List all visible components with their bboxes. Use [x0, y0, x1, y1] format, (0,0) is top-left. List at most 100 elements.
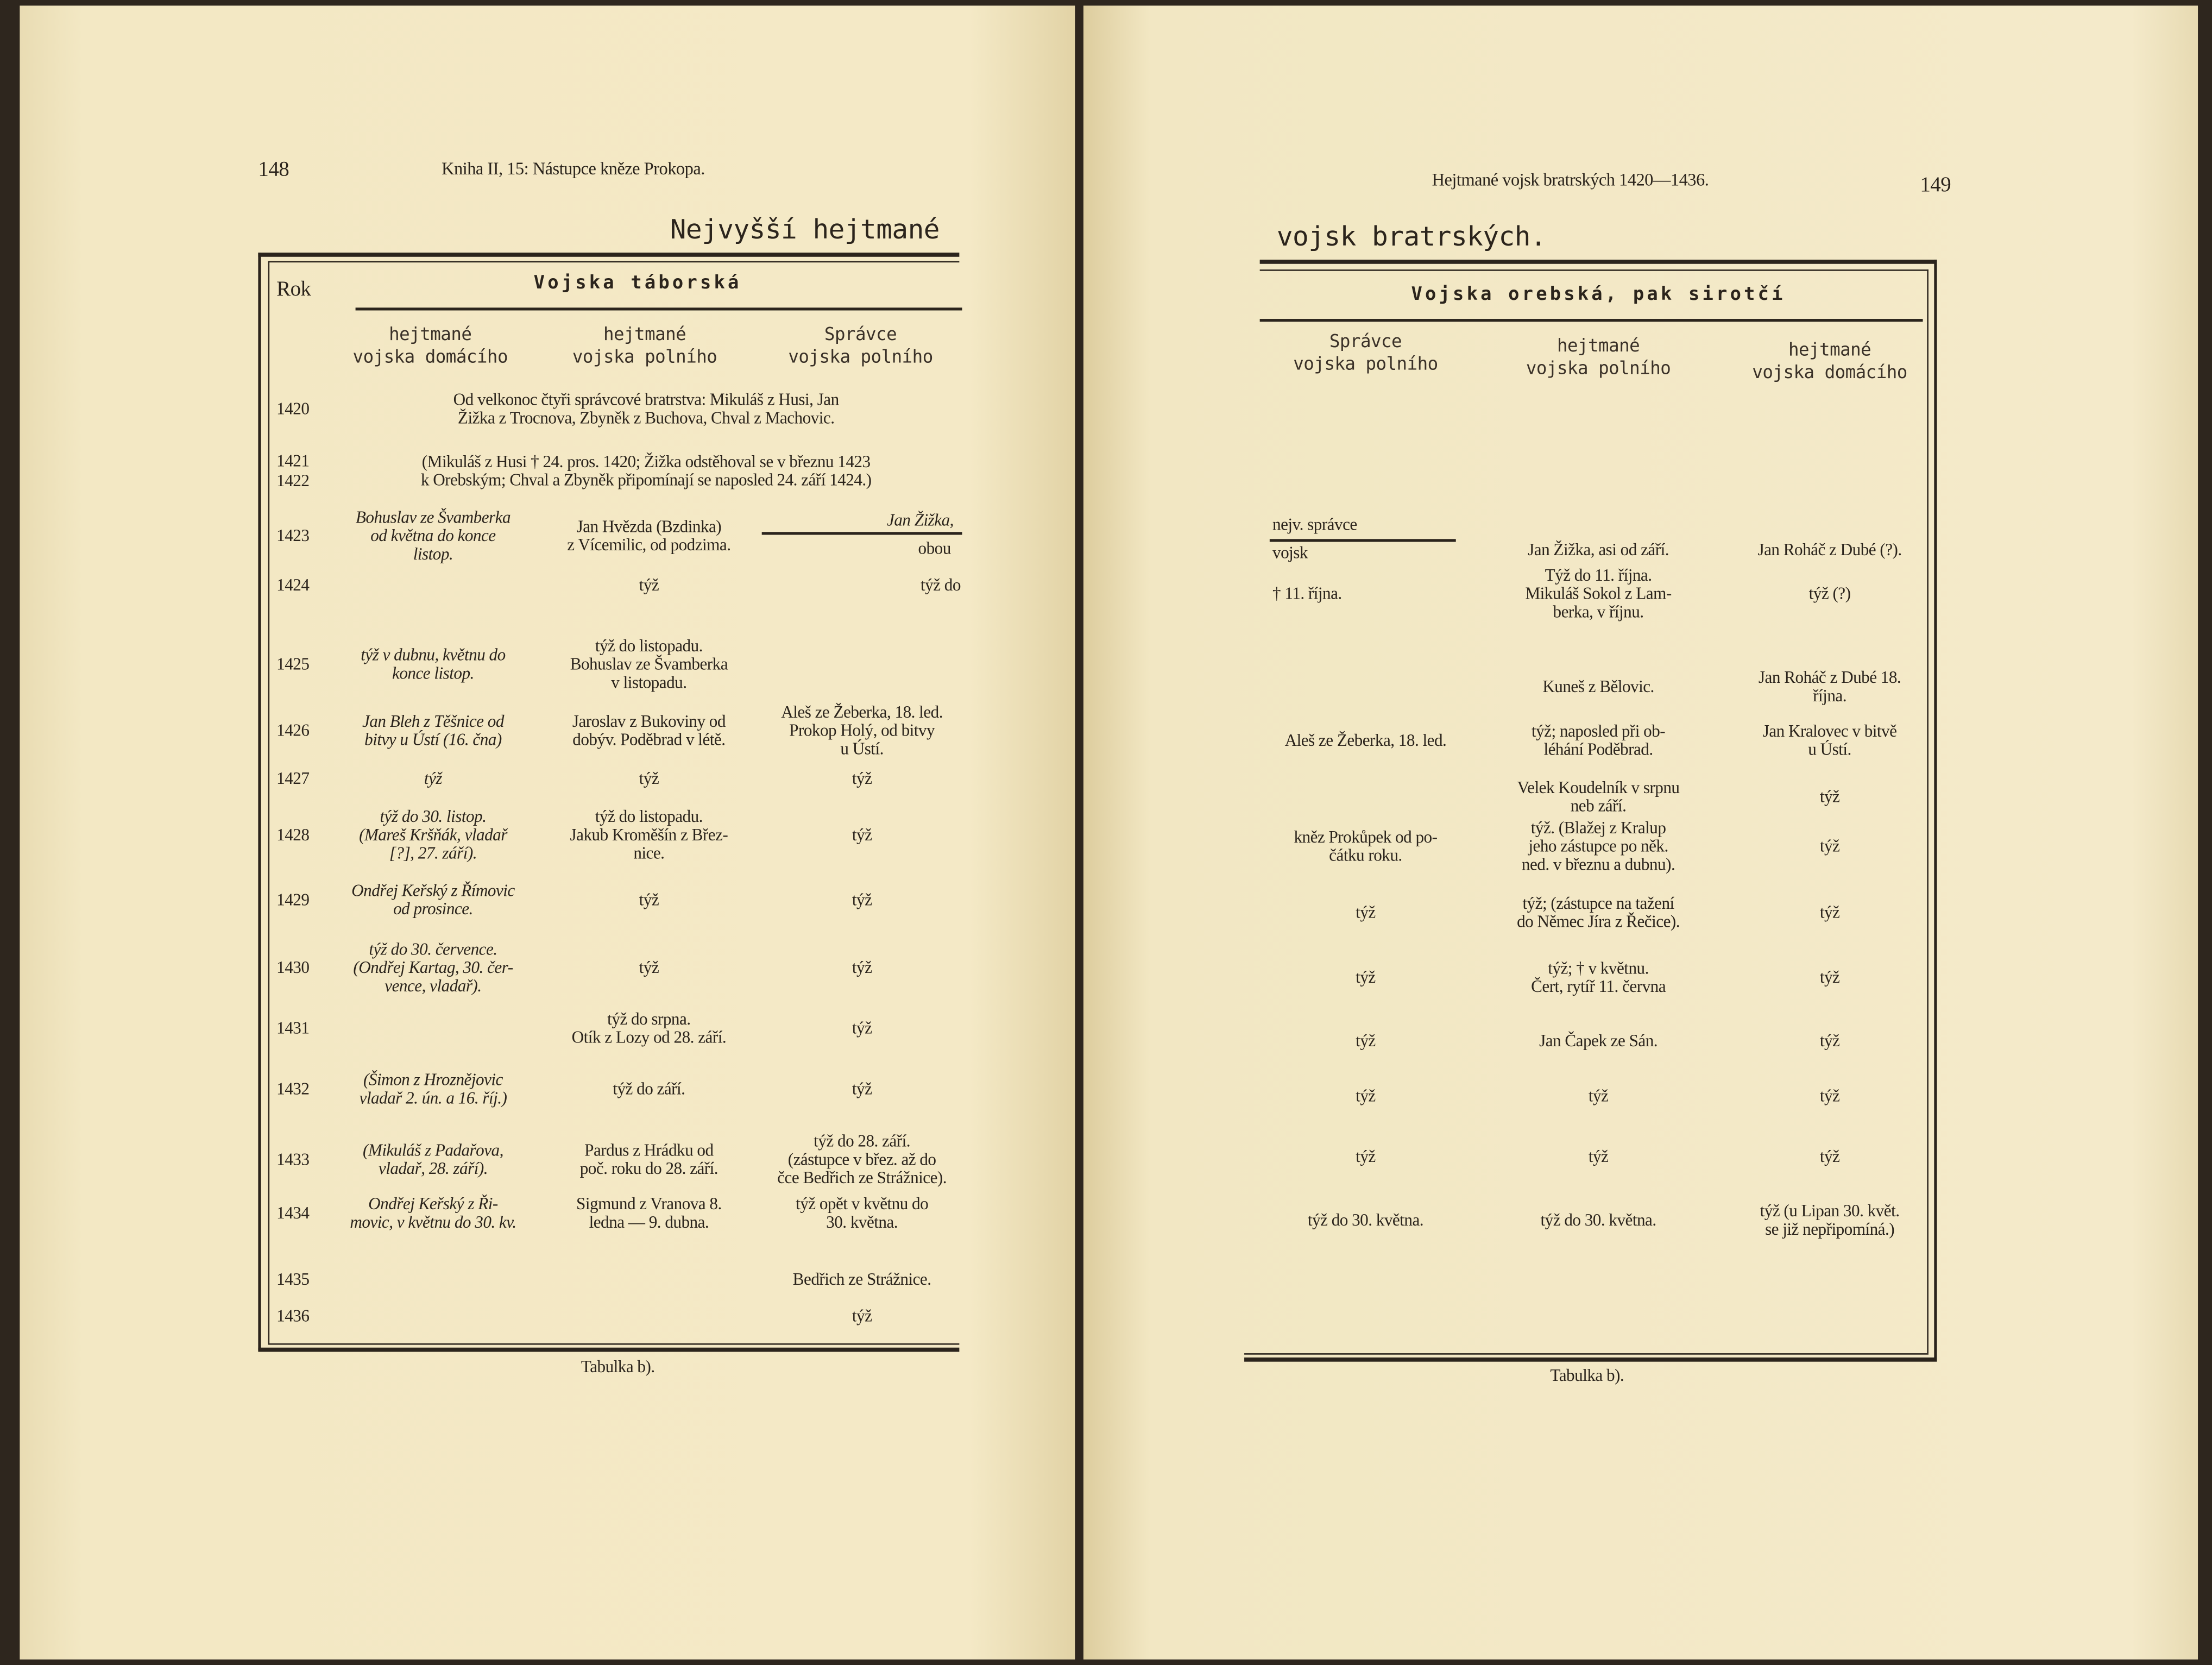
group-heading-right: Vojska orebská, pak sirotčí [1411, 284, 1786, 306]
cell-field-captain: týž do srpna. Otík z Lozy od 28. září. [571, 1009, 727, 1047]
table-bottom-rule [258, 1347, 960, 1352]
cell-field-captain: týž do listopadu. Bohuslav ze Švamberka … [570, 636, 728, 693]
title-left: Nejvyšší hejtmané [670, 214, 940, 246]
cell-domestic-captain: týž v dubnu, květnu do konce listop. [361, 645, 506, 683]
year-cell: 1435 [276, 1269, 310, 1289]
table-right-rule [1934, 259, 1937, 1361]
cell-field-administrator: † 11. října. [1272, 583, 1342, 604]
table-top-rule [258, 252, 960, 257]
cell-field-administrator: týž [852, 1078, 872, 1099]
cell-domestic-captain: týž [1819, 787, 1840, 807]
cell-domestic-captain: Ondřej Keřský z Římovic od prosince. [351, 880, 515, 919]
cell-field-administrator: týž [852, 889, 872, 910]
cell-field-captain: týž [1588, 1146, 1609, 1166]
column-header: Správce vojska polního [1293, 330, 1438, 374]
cell-domestic-captain: Bohuslav ze Švamberka od května do konce… [355, 507, 511, 564]
cell-field-administrator: týž do 30. května. [1307, 1210, 1424, 1230]
year-cell: 1430 [276, 957, 310, 977]
column-header: hejtmané vojska polního [572, 323, 717, 367]
spanning-cell: (Mikuláš z Husi † 24. pros. 1420; Žižka … [420, 451, 872, 490]
cell-field-captain: Týž do 11. října. Mikuláš Sokol z Lam- b… [1525, 565, 1672, 622]
title-right: vojsk bratrských. [1276, 221, 1547, 253]
cell-domestic-captain: týž [1819, 1146, 1840, 1166]
cell-field-administrator: týž [852, 957, 872, 977]
cell-field-administrator: týž do 28. září. (zástupce v břez. až do… [777, 1130, 947, 1188]
page-number-right: 149 [1920, 174, 1951, 197]
cell-field-administrator: Jan Žižka, [886, 510, 954, 530]
cell-field-administrator: kněz Prokůpek od po- čátku roku. [1294, 827, 1438, 865]
year-cell: 1432 [276, 1078, 310, 1099]
year-cell: 1421 [276, 450, 310, 471]
cell-field-captain: Jan Hvězda (Bzdinka) z Vícemilic, od pod… [567, 516, 731, 555]
cell-field-captain: týž do listopadu. Jakub Kroměšín z Břez-… [570, 806, 728, 863]
table-bottom-rule [1244, 1357, 1937, 1362]
cell-field-captain: týž. (Blažej z Kralup jeho zástupce po n… [1521, 818, 1675, 875]
year-cell: 1424 [276, 575, 310, 595]
column-header: hejtmané vojska polního [1526, 334, 1671, 379]
cell-field-captain: Jaroslav z Bukoviny od dobýv. Poděbrad v… [572, 711, 726, 750]
cell-field-administrator: týž [852, 825, 872, 845]
cell-field-administrator: Aleš ze Žeberka, 18. led. [1284, 730, 1447, 750]
table-bottom-rule-thin [1244, 1353, 1929, 1355]
cell-domestic-captain: týž [1819, 902, 1840, 922]
table-left-rule [258, 252, 261, 1350]
cell-field-administrator: týž [852, 1018, 872, 1038]
right-page [1083, 5, 2198, 1660]
cell-domestic-captain: týž do 30. listop. (Mareš Kršňák, vladař… [359, 806, 507, 863]
column-header: hejtmané vojska domácího [352, 323, 508, 367]
running-head-left: Kniha II, 15: Nástupce kněze Prokopa. [442, 159, 705, 179]
caption-right: Tabulka b). [1550, 1365, 1624, 1385]
year-cell: 1423 [276, 525, 310, 545]
cell-field-administrator: týž [1356, 1085, 1376, 1106]
cell-field-administrator: týž [1356, 967, 1376, 988]
cell-field-captain: týž [1588, 1085, 1609, 1106]
cell-field-captain: Velek Koudelník v srpnu neb září. [1517, 777, 1680, 816]
cell-field-administrator: týž [1356, 902, 1376, 922]
year-cell: 1426 [276, 720, 310, 740]
cell-field-administrator: týž [852, 1306, 872, 1326]
year-cell: 1428 [276, 825, 310, 845]
cell-field-captain: Jan Čapek ze Sán. [1539, 1031, 1658, 1051]
year-cell: 1429 [276, 889, 310, 910]
cell-domestic-captain: Jan Kralovec v bitvě u Ústí. [1762, 721, 1897, 759]
cell-field-captain: týž; † v květnu. Čert, rytíř 11. června [1531, 958, 1666, 996]
cell-field-captain: Pardus z Hrádku od poč. roku do 28. září… [579, 1140, 719, 1178]
divider-nejv-spravce [1269, 539, 1456, 542]
cell-domestic-captain: týž do 30. července. (Ondřej Kartag, 30.… [353, 939, 513, 996]
spanning-cell: Od velkonoc čtyři správcové bratrstva: M… [453, 389, 840, 428]
year-cell: 1431 [276, 1018, 310, 1038]
table-top-rule-thin [268, 261, 960, 263]
cell-field-captain: týž; naposled při ob- léhání Poděbrad. [1531, 721, 1666, 759]
table-bottom-rule-thin [268, 1343, 960, 1345]
cell-field-captain: týž [639, 575, 659, 595]
cell-field-captain: týž [639, 889, 659, 910]
cell-domestic-captain: týž [1819, 967, 1840, 988]
cell-field-administrator: týž opět v květnu do 30. května. [796, 1193, 929, 1232]
cell-field-captain: Jan Žižka, asi od září. [1528, 539, 1669, 560]
group-brace [1259, 319, 1923, 322]
cell-field-administrator: nejv. správce [1272, 514, 1357, 535]
cell-domestic-captain: týž (u Lipan 30. květ. se již nepřipomín… [1760, 1201, 1900, 1239]
cell-field-administrator: týž [1356, 1031, 1376, 1051]
cell-field-administrator: Aleš ze Žeberka, 18. led. Prokop Holý, o… [781, 702, 943, 759]
cell-field-captain: týž [639, 768, 659, 788]
column-header: Správce vojska polního [788, 323, 933, 367]
cell-field-captain: týž [639, 957, 659, 977]
year-cell: 1422 [276, 470, 310, 491]
cell-domestic-captain: (Šimon z Hroznějovic vladař 2. ún. a 16.… [359, 1069, 507, 1108]
cell-field-captain: Kuneš z Bělovic. [1542, 676, 1654, 696]
cell-domestic-captain: Jan Roháč z Dubé 18. října. [1758, 667, 1901, 706]
year-cell: 1434 [276, 1203, 310, 1223]
cell-domestic-captain: týž [1819, 1085, 1840, 1106]
brace-line-obou [761, 532, 962, 535]
cell-field-captain: týž do 30. května. [1540, 1210, 1657, 1230]
running-head-right: Hejtmané vojsk bratrských 1420—1436. [1432, 170, 1709, 190]
group-brace [355, 307, 962, 311]
year-cell: 1427 [276, 768, 310, 788]
year-cell: 1436 [276, 1306, 310, 1326]
cell-field-captain: týž; (zástupce na tažení do Němec Jíra z… [1517, 893, 1680, 932]
table-top-rule-thin [1259, 269, 1929, 271]
page-number-left: 148 [258, 159, 289, 181]
cell-field-captain: Sigmund z Vranova 8. ledna — 9. dubna. [576, 1193, 722, 1232]
